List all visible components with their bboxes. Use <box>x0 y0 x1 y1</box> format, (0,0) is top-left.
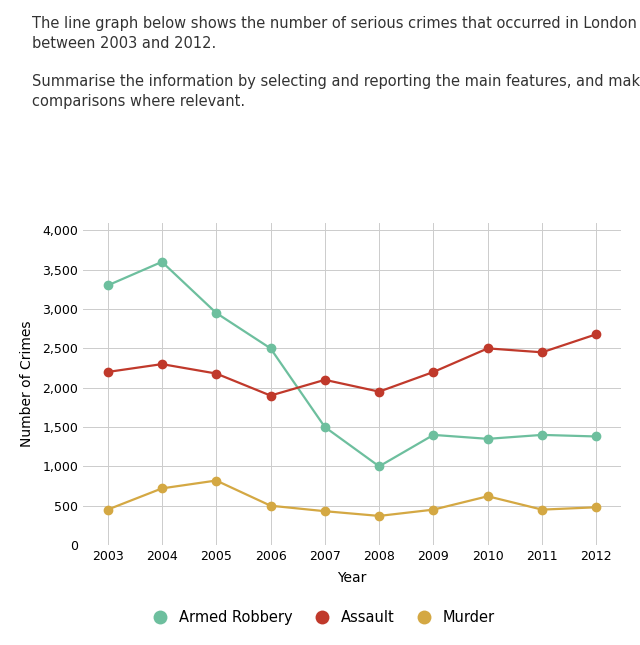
Text: The line graph below shows the number of serious crimes that occurred in London
: The line graph below shows the number of… <box>32 16 637 51</box>
Legend: Armed Robbery, Assault, Murder: Armed Robbery, Assault, Murder <box>140 604 500 631</box>
Y-axis label: Number of Crimes: Number of Crimes <box>20 321 34 447</box>
Text: Summarise the information by selecting and reporting the main features, and make: Summarise the information by selecting a… <box>32 74 640 109</box>
X-axis label: Year: Year <box>337 571 367 585</box>
